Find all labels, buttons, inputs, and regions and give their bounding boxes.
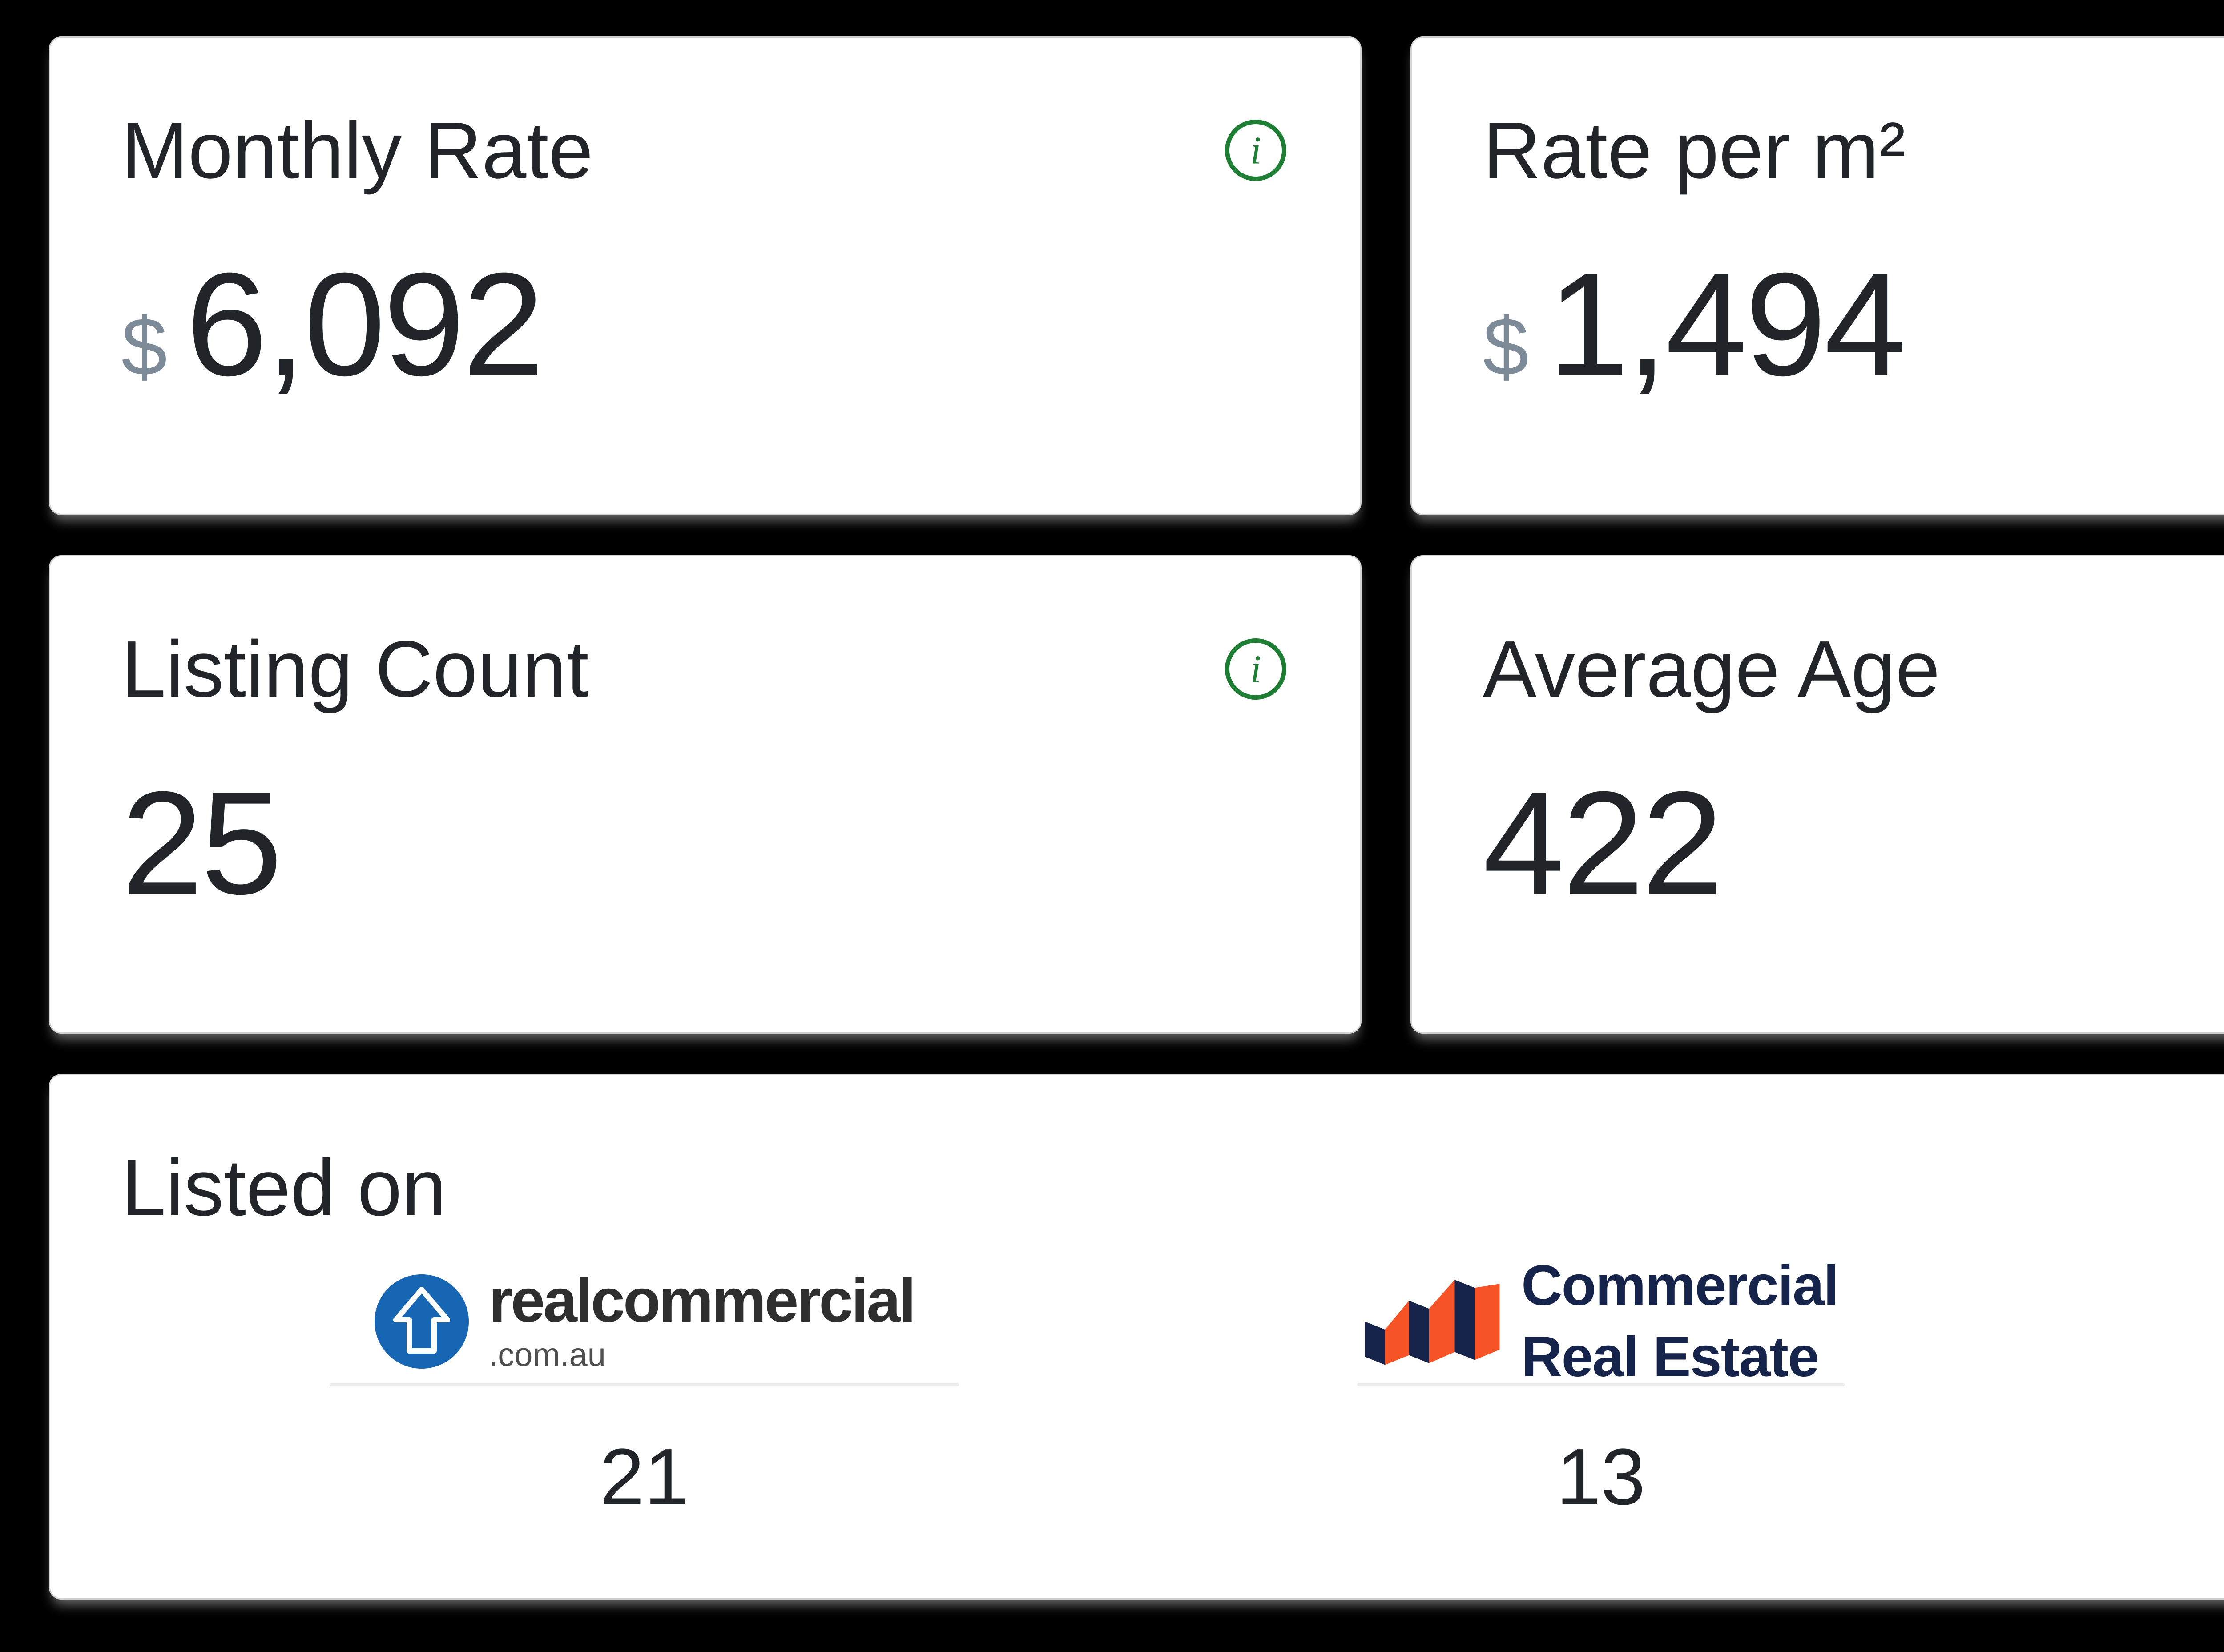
stats-board: Monthly Rate i $ 6,092 Rate per m² i $ 1… bbox=[49, 36, 2224, 1600]
realcommercial-count: 21 bbox=[600, 1432, 689, 1522]
listing-count-card: Listing Count i 25 bbox=[49, 555, 1362, 1034]
card-header: Rate per m² i bbox=[1483, 105, 2224, 197]
listing-count-value-row: 25 bbox=[121, 762, 1289, 923]
column-divider bbox=[1357, 1383, 1845, 1386]
monthly-rate-title: Monthly Rate bbox=[121, 106, 593, 195]
cre-word-line1: Commercial bbox=[1521, 1254, 1839, 1318]
average-age-value-row: 422 bbox=[1483, 762, 2224, 923]
info-icon[interactable]: i bbox=[1222, 117, 1289, 184]
svg-text:i: i bbox=[1250, 648, 1261, 691]
realcommercial-word: realcommercial bbox=[488, 1266, 916, 1335]
commercial-real-estate-count: 13 bbox=[1556, 1432, 1646, 1522]
listed-on-column-realcommercial: realcommercial .com.au 21 bbox=[330, 1270, 959, 1523]
average-age-title: Average Age bbox=[1483, 625, 1940, 714]
realcommercial-wordmark: realcommercial .com.au bbox=[488, 1266, 916, 1374]
currency-symbol: $ bbox=[121, 301, 167, 393]
column-divider bbox=[330, 1383, 959, 1386]
monthly-rate-card: Monthly Rate i $ 6,092 bbox=[49, 36, 1362, 515]
currency-symbol: $ bbox=[1483, 301, 1529, 393]
listing-count-title: Listing Count bbox=[121, 625, 589, 714]
card-header: Listing Count i bbox=[121, 623, 1289, 715]
info-icon[interactable]: i bbox=[1222, 636, 1289, 702]
rate-per-m2-value: 1,494 bbox=[1547, 242, 1906, 406]
average-age-card: Average Age i 422 bbox=[1410, 555, 2224, 1034]
up-arrow-house-icon bbox=[374, 1274, 469, 1369]
listing-count-value: 25 bbox=[121, 761, 282, 925]
rate-per-m2-value-row: $ 1,494 bbox=[1483, 243, 2224, 405]
average-age-value: 422 bbox=[1483, 761, 1724, 925]
rate-per-m2-card: Rate per m² i $ 1,494 bbox=[1410, 36, 2224, 515]
rate-per-m2-title: Rate per m² bbox=[1483, 106, 1906, 195]
card-header: Average Age i bbox=[1483, 623, 2224, 715]
commercial-real-estate-logo: Commercial Real Estate bbox=[1357, 1254, 1845, 1389]
listed-on-card: Listed on realcommercial .com.au 21 bbox=[49, 1074, 2224, 1600]
rising-bars-icon bbox=[1365, 1280, 1500, 1365]
cre-word-line2: Real Estate bbox=[1521, 1325, 1819, 1389]
realcommercial-logo: realcommercial .com.au bbox=[330, 1270, 959, 1373]
listed-on-title: Listed on bbox=[121, 1143, 447, 1233]
monthly-rate-value: 6,092 bbox=[185, 242, 544, 406]
monthly-rate-value-row: $ 6,092 bbox=[121, 243, 1289, 405]
svg-text:i: i bbox=[1250, 129, 1261, 172]
listed-on-column-commercial-real-estate: Commercial Real Estate 13 bbox=[1357, 1254, 1845, 1523]
card-header: Monthly Rate i bbox=[121, 105, 1289, 197]
realcommercial-suffix: .com.au bbox=[488, 1336, 606, 1373]
commercial-real-estate-wordmark: Commercial Real Estate bbox=[1521, 1250, 1839, 1393]
